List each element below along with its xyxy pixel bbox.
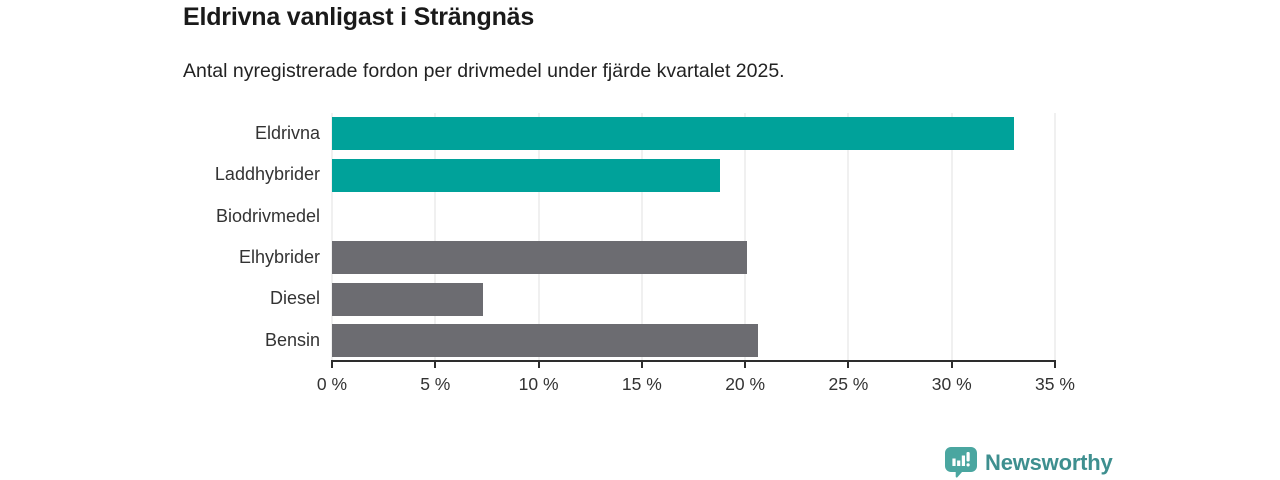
axis-tick-label: 30 % [931,374,972,394]
axis-tick-label: 5 % [420,374,451,394]
axis-tick [950,360,953,368]
axis-tick-label: 25 % [828,374,869,394]
category-label: Bensin [264,329,320,350]
axis-tick-label: 20 % [725,374,766,394]
value-axis: 0 % 5 % 10 % 15 % 20 % 25 % 30 % 35 % [317,360,1075,400]
gridline [538,113,540,361]
axis-tick-label: 10 % [518,374,559,394]
chart-title: Eldrivna vanligast i Strängnäs [183,3,535,31]
gridline [331,113,333,361]
gridline [744,113,746,361]
axis-tick-label: 0 % [316,374,348,394]
axis-tick [847,360,850,368]
bar-diesel [332,282,483,316]
newsworthy-wordmark: Newsworthy [985,449,1113,475]
bar-bensin [332,323,758,357]
chart-subtitle: Antal nyregistrerade fordon per drivmede… [183,60,785,82]
category-label: Laddhybrider [214,164,320,185]
axis-tick-label: 35 % [1035,374,1075,394]
axis-tick [1054,360,1056,368]
gridline [434,113,436,361]
bar-elhybrider [332,241,748,275]
bar-eldrivna [332,117,1014,151]
axis-tick [434,360,437,368]
axis-tick [640,360,643,368]
category-label: Elhybrider [238,247,320,267]
bar-laddhybrider [332,158,721,192]
axis-tick [331,360,333,368]
category-label: Eldrivna [254,123,320,143]
axis-tick-label: 15 % [621,374,662,394]
category-label: Diesel [269,288,320,309]
category-axis: Eldrivna Laddhybrider Biodrivmedel Elhybrid… [0,113,320,361]
newsworthy-logo: Newsworthy [944,446,1113,479]
gridline [951,113,953,361]
axis-line [331,360,1056,362]
plot-area [331,113,1056,361]
gridline [641,113,643,361]
newsworthy-chart-bubble-icon [945,447,977,478]
gridline [847,113,849,361]
axis-tick [744,360,747,368]
category-label: Biodrivmedel [215,205,320,226]
gridline [1054,113,1056,361]
axis-tick [537,360,540,368]
